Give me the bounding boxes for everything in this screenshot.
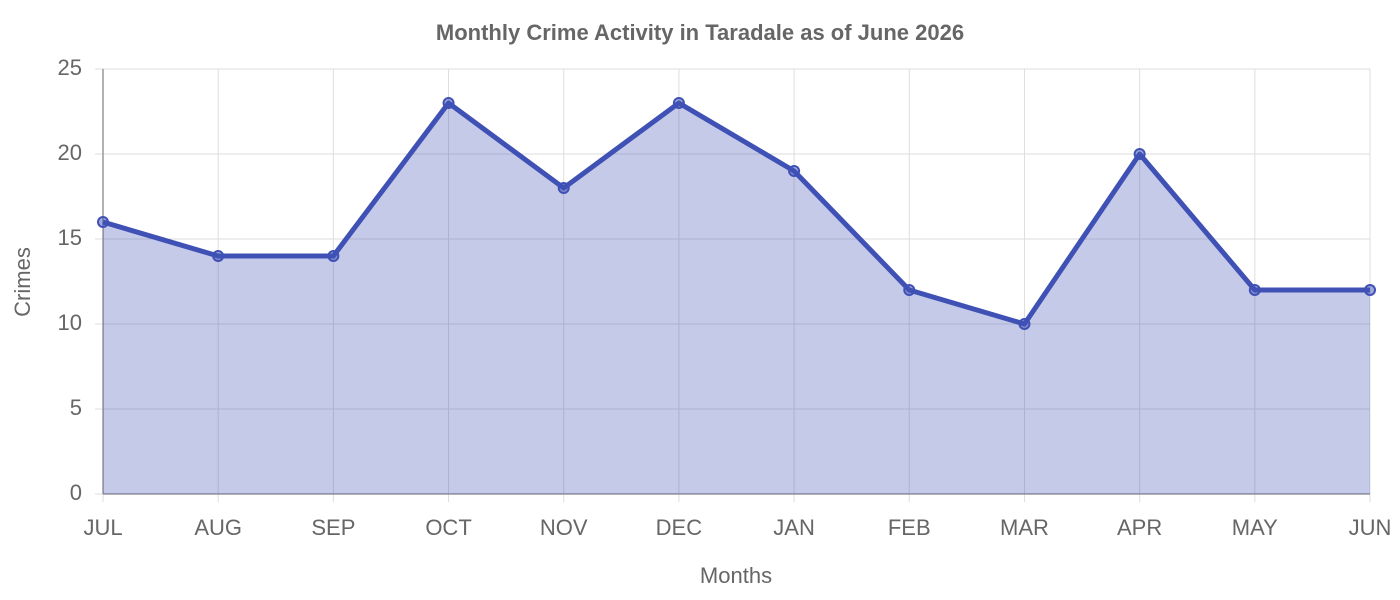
x-tick-label: DEC <box>656 515 703 540</box>
point <box>1018 318 1031 330</box>
y-axis-label: Crimes <box>10 247 35 317</box>
y-tick-label: 0 <box>70 480 82 505</box>
point <box>672 97 685 109</box>
x-tick-label: JUL <box>83 515 122 540</box>
x-tick-label: SEP <box>311 515 355 540</box>
point <box>442 97 455 109</box>
x-tick-label: APR <box>1117 515 1162 540</box>
point <box>788 165 801 177</box>
y-tick-label: 20 <box>58 140 82 165</box>
area <box>103 103 1370 494</box>
x-tick-label: JAN <box>773 515 815 540</box>
point <box>1248 284 1261 296</box>
x-tick-label: AUG <box>194 515 242 540</box>
point <box>212 250 225 262</box>
point <box>1133 148 1146 160</box>
y-tick-label: 10 <box>58 310 82 335</box>
point <box>903 284 916 296</box>
x-tick-label: FEB <box>888 515 931 540</box>
line <box>102 100 1370 327</box>
point <box>557 182 570 194</box>
y-tick-label: 15 <box>58 225 82 250</box>
y-tick-label: 25 <box>58 55 82 80</box>
point <box>97 216 109 228</box>
x-tick-label: JUN <box>1349 515 1392 540</box>
x-tick-label: NOV <box>540 515 588 540</box>
y-tick-label: 5 <box>70 395 82 420</box>
point <box>327 250 340 262</box>
x-tick-label: MAY <box>1232 515 1278 540</box>
x-tick-label: OCT <box>425 515 471 540</box>
chart-title: Monthly Crime Activity in Taradale as of… <box>436 20 964 45</box>
point <box>1364 284 1376 296</box>
x-axis-label: Months <box>700 563 772 588</box>
x-tick-label: MAR <box>1000 515 1049 540</box>
